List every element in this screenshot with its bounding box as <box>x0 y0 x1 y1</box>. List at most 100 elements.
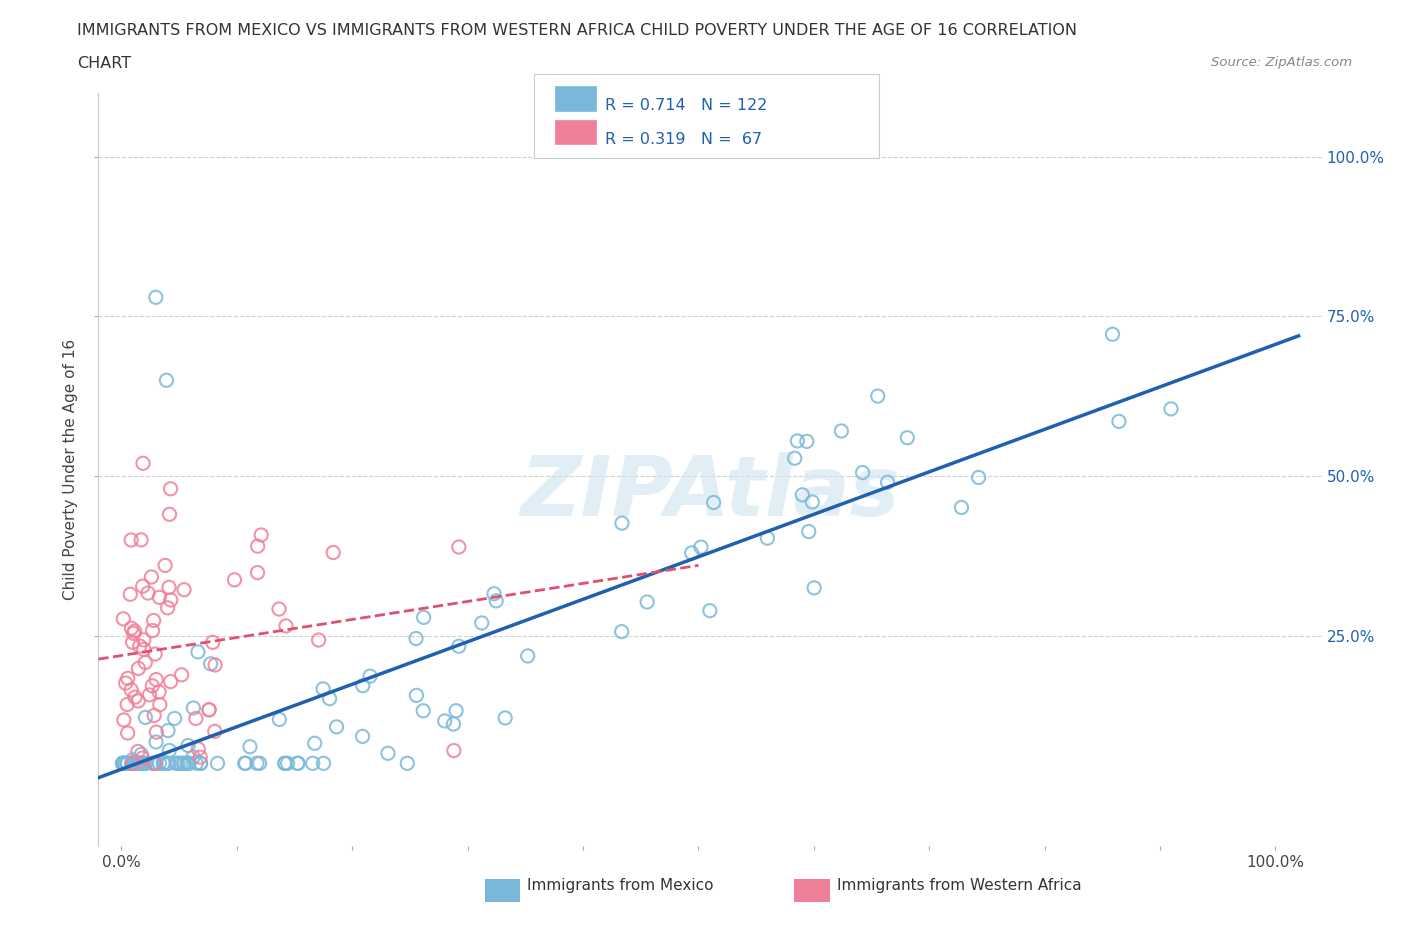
Point <box>141 569 163 584</box>
Point <box>157 743 180 758</box>
Point <box>783 451 806 466</box>
Point <box>132 756 155 771</box>
Point <box>412 610 434 625</box>
Point <box>155 373 177 388</box>
Point <box>801 495 824 510</box>
Point <box>703 495 725 510</box>
Point <box>145 290 167 305</box>
Point <box>190 756 212 771</box>
Point <box>131 756 153 771</box>
Point <box>173 582 195 597</box>
Text: Immigrants from Western Africa: Immigrants from Western Africa <box>837 878 1081 893</box>
Point <box>181 750 204 764</box>
Point <box>797 525 820 539</box>
Point <box>359 669 381 684</box>
Point <box>287 756 309 771</box>
Text: Source: ZipAtlas.com: Source: ZipAtlas.com <box>1212 56 1353 69</box>
Point <box>318 691 340 706</box>
Point <box>1101 326 1123 341</box>
Point <box>112 756 135 771</box>
Point <box>121 756 143 771</box>
Point <box>198 702 221 717</box>
Point <box>405 631 427 646</box>
Text: Immigrants from Mexico: Immigrants from Mexico <box>527 878 714 893</box>
Point <box>127 744 149 759</box>
Point <box>129 533 152 548</box>
Point <box>246 565 269 580</box>
Point <box>129 756 152 771</box>
Point <box>148 756 170 771</box>
Point <box>127 694 149 709</box>
Point <box>610 624 633 639</box>
Point <box>246 756 269 771</box>
Point <box>143 646 166 661</box>
Point <box>352 678 374 693</box>
Point <box>485 593 508 608</box>
Point <box>131 578 153 593</box>
Point <box>125 756 148 771</box>
Point <box>796 434 818 449</box>
Point <box>142 756 165 771</box>
Point <box>246 538 269 553</box>
Point <box>124 624 146 639</box>
Point <box>433 713 456 728</box>
Point <box>117 756 139 771</box>
Point <box>131 756 153 771</box>
Point <box>152 756 174 771</box>
Point <box>325 720 347 735</box>
Point <box>690 539 713 554</box>
Point <box>249 756 271 771</box>
Point <box>124 690 146 705</box>
Point <box>122 756 145 771</box>
Point <box>1160 402 1182 417</box>
Point <box>471 616 494 631</box>
Point <box>121 756 143 771</box>
Point <box>136 586 159 601</box>
Point <box>233 756 256 771</box>
Point <box>239 739 262 754</box>
Point <box>157 756 180 771</box>
Point <box>188 750 211 764</box>
Point <box>141 678 163 693</box>
Text: R = 0.319   N =  67: R = 0.319 N = 67 <box>605 132 762 147</box>
Point <box>134 655 156 670</box>
Point <box>148 684 170 699</box>
Point <box>112 611 135 626</box>
Point <box>121 752 143 767</box>
Point <box>112 756 135 771</box>
Point <box>129 756 152 771</box>
Point <box>163 711 186 725</box>
Point <box>117 725 139 740</box>
Point <box>145 735 167 750</box>
Point <box>173 756 195 771</box>
Point <box>274 756 297 771</box>
Point <box>138 687 160 702</box>
Point <box>184 711 207 726</box>
Point <box>152 756 174 771</box>
Point <box>301 756 323 771</box>
Point <box>111 756 134 771</box>
Point <box>681 545 703 560</box>
Point <box>967 470 990 485</box>
Point <box>896 431 918 445</box>
Point <box>204 658 226 672</box>
Point <box>132 456 155 471</box>
Point <box>405 688 427 703</box>
Text: ZIPAtlas: ZIPAtlas <box>520 452 900 533</box>
Point <box>120 587 142 602</box>
Point <box>444 703 467 718</box>
Point <box>135 756 157 771</box>
Point <box>114 676 136 691</box>
Point <box>322 545 344 560</box>
Point <box>443 717 465 732</box>
Point <box>494 711 516 725</box>
Point <box>786 433 808 448</box>
Point <box>352 729 374 744</box>
Point <box>128 639 150 654</box>
Point <box>167 756 190 771</box>
Point <box>156 756 179 771</box>
Point <box>131 747 153 762</box>
Point <box>117 756 139 771</box>
Point <box>803 580 825 595</box>
Point <box>699 604 721 618</box>
